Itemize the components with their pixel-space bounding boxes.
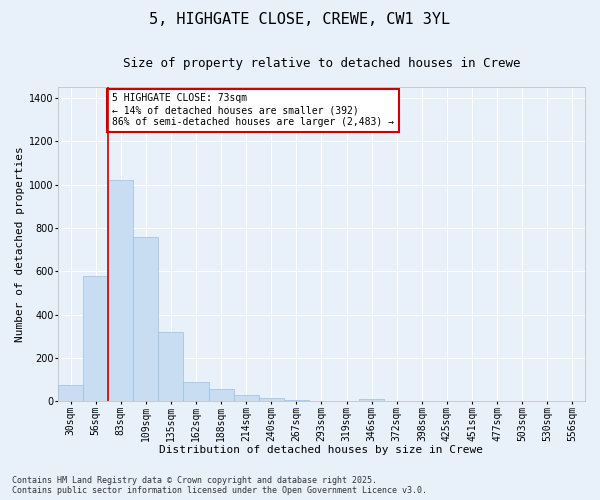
X-axis label: Distribution of detached houses by size in Crewe: Distribution of detached houses by size … <box>160 445 484 455</box>
Text: 5 HIGHGATE CLOSE: 73sqm
← 14% of detached houses are smaller (392)
86% of semi-d: 5 HIGHGATE CLOSE: 73sqm ← 14% of detache… <box>112 94 394 126</box>
Bar <box>58 385 83 402</box>
Bar <box>184 382 209 402</box>
Bar <box>233 395 259 402</box>
Bar <box>133 236 158 402</box>
Text: Contains HM Land Registry data © Crown copyright and database right 2025.
Contai: Contains HM Land Registry data © Crown c… <box>12 476 427 495</box>
Y-axis label: Number of detached properties: Number of detached properties <box>15 146 25 342</box>
Bar <box>259 398 284 402</box>
Bar <box>108 180 133 402</box>
Bar <box>284 400 309 402</box>
Bar <box>209 390 233 402</box>
Text: 5, HIGHGATE CLOSE, CREWE, CW1 3YL: 5, HIGHGATE CLOSE, CREWE, CW1 3YL <box>149 12 451 28</box>
Bar <box>158 332 184 402</box>
Bar <box>359 399 384 402</box>
Bar <box>83 276 108 402</box>
Title: Size of property relative to detached houses in Crewe: Size of property relative to detached ho… <box>123 58 520 70</box>
